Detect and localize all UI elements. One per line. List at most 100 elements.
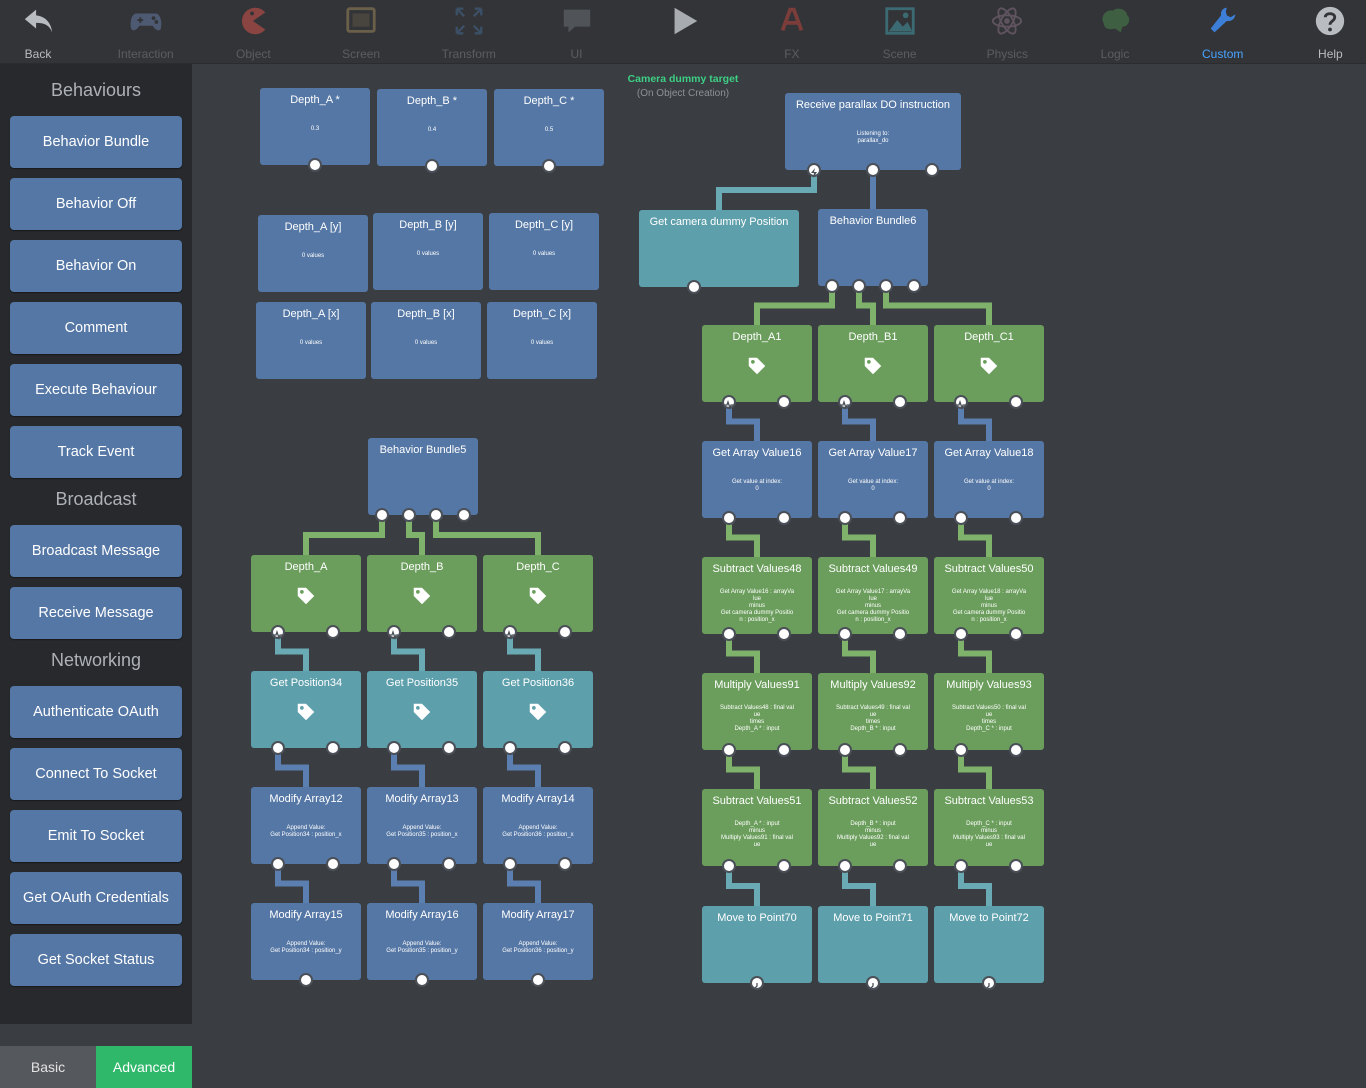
node-output-port[interactable] [503, 741, 517, 755]
node-bundle6[interactable]: Behavior Bundle6 [818, 209, 928, 293]
node-output-port[interactable] [387, 741, 401, 755]
node-getpos36[interactable]: Get Position36 [483, 671, 593, 755]
node-output-port[interactable] [838, 511, 852, 525]
node-depth-a-star[interactable]: Depth_A * 0.3 [260, 88, 370, 172]
node-depth-b-x[interactable]: Depth_B [x] 0 values [371, 302, 481, 379]
node-output-port[interactable] [425, 159, 439, 173]
node-gav17[interactable]: Get Array Value17 Get value at index: 0 [818, 441, 928, 525]
node-output-port[interactable] [925, 163, 939, 177]
sidebar-item-broadcast-message[interactable]: Broadcast Message [10, 525, 182, 577]
node-output-port[interactable] [558, 857, 572, 871]
toolbar-scene-button[interactable]: Scene [846, 0, 954, 64]
node-output-port[interactable] [722, 627, 736, 641]
pulse-port[interactable] [722, 395, 736, 411]
node-modarr17[interactable]: Modify Array17 Append Value: Get Position… [483, 903, 593, 987]
sidebar-item-execute-behaviour[interactable]: Execute Behaviour [10, 364, 182, 416]
node-output-port[interactable] [866, 163, 880, 177]
node-getpos34[interactable]: Get Position34 [251, 671, 361, 755]
node-depth-b[interactable]: Depth_B [367, 555, 477, 641]
node-modarr13[interactable]: Modify Array13 Append Value: Get Position… [367, 787, 477, 871]
node-output-port[interactable] [271, 741, 285, 755]
node-modarr12[interactable]: Modify Array12 Append Value: Get Position… [251, 787, 361, 871]
sidebar-item-emit-to-socket[interactable]: Emit To Socket [10, 810, 182, 862]
node-move70[interactable]: Move to Point70 [702, 906, 812, 990]
node-depth-a1[interactable]: Depth_A1 [702, 325, 812, 411]
node-output-port[interactable] [838, 627, 852, 641]
node-sub50[interactable]: Subtract Values50 Get Array Value18 : arr… [934, 557, 1044, 641]
node-modarr14[interactable]: Modify Array14 Append Value: Get Position… [483, 787, 593, 871]
sidebar-item-get-socket-status[interactable]: Get Socket Status [10, 934, 182, 986]
node-output-port[interactable] [442, 857, 456, 871]
node-output-port[interactable] [722, 859, 736, 873]
sidebar-item-authenticate-oauth[interactable]: Authenticate OAuth [10, 686, 182, 738]
node-depth-c1[interactable]: Depth_C1 [934, 325, 1044, 411]
sidebar-item-behavior-on[interactable]: Behavior On [10, 240, 182, 292]
node-output-port[interactable] [893, 627, 907, 641]
node-output-port[interactable] [387, 857, 401, 871]
node-output-port[interactable] [838, 743, 852, 757]
node-output-port[interactable] [954, 743, 968, 757]
node-output-port[interactable] [1009, 511, 1023, 525]
node-output-port[interactable] [326, 625, 340, 639]
node-output-port[interactable] [777, 395, 791, 409]
node-getpos35[interactable]: Get Position35 [367, 671, 477, 755]
sidebar-item-receive-message[interactable]: Receive Message [10, 587, 182, 639]
node-output-port[interactable] [954, 627, 968, 641]
node-modarr15[interactable]: Modify Array15 Append Value: Get Position… [251, 903, 361, 987]
toolbar-physics-button[interactable]: Physics [953, 0, 1061, 64]
node-output-port[interactable] [442, 741, 456, 755]
toolbar-back-button[interactable]: Back [0, 0, 92, 64]
node-modarr16[interactable]: Modify Array16 Append Value: Get Position… [367, 903, 477, 987]
node-output-port[interactable] [429, 508, 443, 522]
node-output-port[interactable] [558, 625, 572, 639]
toolbar-transform-button[interactable]: Transform [415, 0, 523, 64]
clock-port[interactable] [866, 976, 880, 990]
toolbar-custom-button[interactable]: Custom [1169, 0, 1277, 64]
node-sub48[interactable]: Subtract Values48 Get Array Value16 : arr… [702, 557, 812, 641]
node-depth-b-star[interactable]: Depth_B * 0.4 [377, 89, 487, 173]
sidebar-item-get-oauth-credentials[interactable]: Get OAuth Credentials [10, 872, 182, 924]
node-sub51[interactable]: Subtract Values51 Depth_A * : input minus… [702, 789, 812, 873]
node-output-port[interactable] [299, 973, 313, 987]
node-output-port[interactable] [838, 859, 852, 873]
node-depth-a-y[interactable]: Depth_A [y] 0 values [258, 215, 368, 292]
node-depth-c[interactable]: Depth_C [483, 555, 593, 641]
sidebar-item-behavior-off[interactable]: Behavior Off [10, 178, 182, 230]
toolbar-play-button[interactable] [630, 0, 738, 64]
node-move71[interactable]: Move to Point71 [818, 906, 928, 990]
node-output-port[interactable] [1009, 743, 1023, 757]
toolbar-ui-button[interactable]: UI [523, 0, 631, 64]
toolbar-interaction-button[interactable]: Interaction [92, 0, 200, 64]
basic-mode-button[interactable]: Basic [0, 1046, 96, 1088]
sidebar-item-behavior-bundle[interactable]: Behavior Bundle [10, 116, 182, 168]
node-bundle5[interactable]: Behavior Bundle5 [368, 438, 478, 522]
node-output-port[interactable] [375, 508, 389, 522]
pulse-port[interactable] [387, 625, 401, 641]
node-output-port[interactable] [777, 859, 791, 873]
node-depth-a[interactable]: Depth_A [251, 555, 361, 641]
node-output-port[interactable] [893, 743, 907, 757]
toolbar-fx-button[interactable]: FX [738, 0, 846, 64]
node-output-port[interactable] [893, 511, 907, 525]
node-depth-b1[interactable]: Depth_B1 [818, 325, 928, 411]
node-receive[interactable]: Receive parallax DO instruction Listening… [785, 93, 961, 178]
clock-port[interactable] [982, 976, 996, 990]
sidebar-item-connect-to-socket[interactable]: Connect To Socket [10, 748, 182, 800]
node-mul91[interactable]: Multiply Values91 Subtract Values48 : fin… [702, 673, 812, 757]
toolbar-help-button[interactable]: Help [1276, 0, 1366, 64]
node-depth-b-y[interactable]: Depth_B [y] 0 values [373, 213, 483, 290]
node-output-port[interactable] [722, 743, 736, 757]
node-depth-c-x[interactable]: Depth_C [x] 0 values [487, 302, 597, 379]
node-getcam[interactable]: Get camera dummy Position [639, 210, 799, 294]
node-output-port[interactable] [893, 859, 907, 873]
node-output-port[interactable] [852, 279, 866, 293]
node-mul93[interactable]: Multiply Values93 Subtract Values50 : fin… [934, 673, 1044, 757]
node-output-port[interactable] [777, 511, 791, 525]
pulse-port[interactable] [954, 395, 968, 411]
pulse-port[interactable] [503, 625, 517, 641]
node-output-port[interactable] [777, 743, 791, 757]
node-move72[interactable]: Move to Point72 [934, 906, 1044, 990]
node-sub53[interactable]: Subtract Values53 Depth_C * : input minus… [934, 789, 1044, 873]
trigger-port[interactable] [807, 163, 821, 178]
node-output-port[interactable] [722, 511, 736, 525]
